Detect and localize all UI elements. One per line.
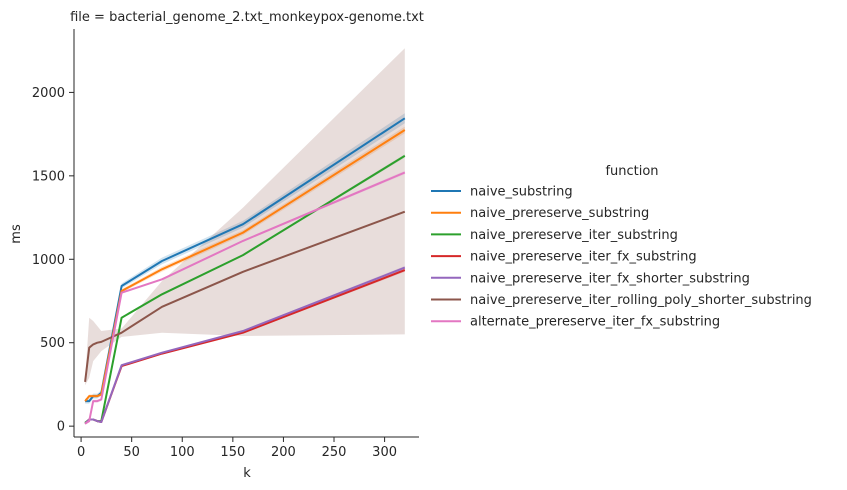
x-tick-label: 50 — [123, 445, 140, 460]
legend-label-1: naive_substring — [470, 185, 573, 200]
legend-label-4: naive_prereserve_iter_fx_substring — [470, 250, 697, 265]
x-tick-label: 200 — [271, 445, 296, 460]
legend: function naive_substring naive_prereserve… — [431, 164, 812, 330]
legend-label-2: naive_prereserve_substring — [470, 206, 649, 221]
x-tick-label: 100 — [170, 445, 195, 460]
axes: 0 50 100 150 200 250 300 0 500 1000 1500 2000 — [32, 29, 419, 460]
series-lines — [84, 117, 406, 425]
series-line-7 — [84, 171, 406, 425]
confidence-bands — [85, 48, 405, 425]
chart-title: file = bacterial_genome_2.txt_monkeypox-… — [70, 10, 424, 25]
legend-title: function — [605, 164, 658, 179]
confidence-band-6 — [85, 48, 405, 386]
legend-label-3: naive_prereserve_iter_substring — [470, 228, 678, 243]
x-axis-title: k — [243, 466, 251, 481]
legend-label-5: naive_prereserve_iter_fx_shorter_substri… — [470, 271, 750, 286]
series-line-6 — [84, 210, 406, 383]
legend-label-6: naive_prereserve_iter_rolling_poly_short… — [470, 293, 812, 308]
legend-label-7: alternate_prereserve_iter_fx_substring — [470, 315, 720, 330]
confidence-band-1 — [85, 113, 405, 404]
x-tick-label: 150 — [220, 445, 245, 460]
x-tick-label: 0 — [77, 445, 85, 460]
y-tick-label: 1500 — [32, 169, 65, 184]
y-tick-label: 2000 — [32, 86, 65, 101]
y-tick-label: 500 — [40, 336, 65, 351]
y-tick-label: 0 — [57, 420, 65, 435]
y-tick-label: 1000 — [32, 253, 65, 268]
y-axis-title: ms — [9, 224, 24, 244]
x-tick-label: 250 — [322, 445, 347, 460]
x-tick-label: 300 — [372, 445, 397, 460]
